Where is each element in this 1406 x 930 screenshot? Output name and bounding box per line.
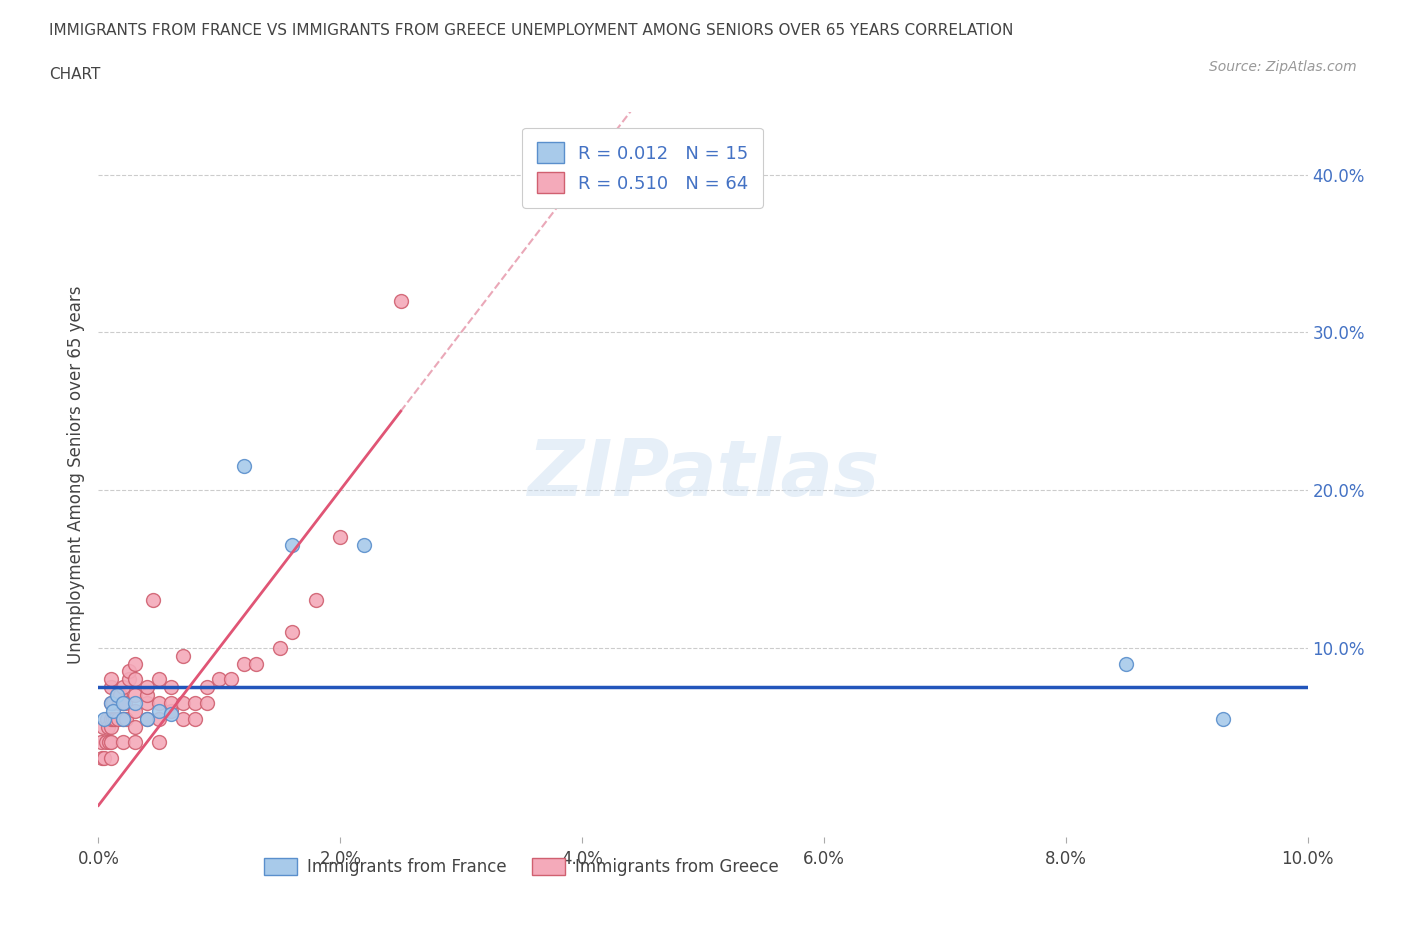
Point bbox=[195, 696, 218, 711]
Text: IMMIGRANTS FROM FRANCE VS IMMIGRANTS FROM GREECE UNEMPLOYMENT AMONG SENIORS OVER: IMMIGRANTS FROM FRANCE VS IMMIGRANTS FRO… bbox=[49, 23, 1014, 38]
Point bbox=[148, 703, 170, 718]
Point bbox=[100, 751, 122, 765]
Point bbox=[100, 696, 122, 711]
Point bbox=[118, 664, 141, 679]
Point bbox=[124, 671, 146, 686]
Text: ZIPatlas: ZIPatlas bbox=[527, 436, 879, 512]
Point bbox=[269, 641, 291, 656]
Point bbox=[135, 680, 157, 695]
Point bbox=[91, 719, 114, 734]
Text: CHART: CHART bbox=[49, 67, 101, 82]
Point bbox=[208, 671, 231, 686]
Text: Source: ZipAtlas.com: Source: ZipAtlas.com bbox=[1209, 60, 1357, 74]
Point bbox=[148, 735, 170, 750]
Point bbox=[124, 703, 146, 718]
Point bbox=[160, 680, 183, 695]
Point bbox=[96, 711, 118, 726]
Point bbox=[100, 671, 122, 686]
Point bbox=[91, 751, 114, 765]
Point bbox=[1115, 656, 1137, 671]
Point bbox=[135, 711, 157, 726]
Point bbox=[111, 696, 134, 711]
Point bbox=[148, 671, 170, 686]
Point bbox=[305, 593, 328, 608]
Point bbox=[172, 711, 194, 726]
Point bbox=[100, 711, 122, 726]
Point bbox=[101, 703, 124, 718]
Point bbox=[142, 593, 165, 608]
Point bbox=[118, 671, 141, 686]
Point bbox=[172, 648, 194, 663]
Point bbox=[111, 735, 134, 750]
Point bbox=[281, 538, 304, 552]
Point bbox=[135, 687, 157, 702]
Point bbox=[100, 680, 122, 695]
Y-axis label: Unemployment Among Seniors over 65 years: Unemployment Among Seniors over 65 years bbox=[66, 286, 84, 663]
Point bbox=[232, 656, 254, 671]
Point bbox=[353, 538, 375, 552]
Point bbox=[94, 735, 117, 750]
Point bbox=[1212, 711, 1234, 726]
Point bbox=[97, 719, 120, 734]
Point bbox=[160, 707, 183, 722]
Point bbox=[108, 696, 131, 711]
Point bbox=[135, 711, 157, 726]
Point bbox=[160, 696, 183, 711]
Point bbox=[101, 696, 124, 711]
Point bbox=[245, 656, 267, 671]
Point bbox=[124, 656, 146, 671]
Point bbox=[111, 680, 134, 695]
Point bbox=[90, 735, 112, 750]
Point bbox=[184, 711, 207, 726]
Point bbox=[98, 735, 121, 750]
Point bbox=[107, 711, 129, 726]
Point bbox=[108, 687, 131, 702]
Point bbox=[105, 687, 128, 702]
Point bbox=[148, 696, 170, 711]
Point bbox=[172, 696, 194, 711]
Point bbox=[124, 719, 146, 734]
Point bbox=[329, 530, 352, 545]
Point bbox=[148, 711, 170, 726]
Point bbox=[100, 696, 122, 711]
Legend: Immigrants from France, Immigrants from Greece: Immigrants from France, Immigrants from … bbox=[257, 852, 786, 883]
Point bbox=[105, 687, 128, 702]
Point bbox=[232, 459, 254, 474]
Point bbox=[135, 696, 157, 711]
Point bbox=[101, 711, 124, 726]
Point bbox=[111, 711, 134, 726]
Point bbox=[100, 735, 122, 750]
Point bbox=[111, 711, 134, 726]
Point bbox=[124, 687, 146, 702]
Point bbox=[104, 711, 127, 726]
Point bbox=[195, 680, 218, 695]
Point bbox=[160, 703, 183, 718]
Point bbox=[111, 696, 134, 711]
Point bbox=[389, 293, 412, 308]
Point bbox=[114, 696, 136, 711]
Point bbox=[100, 719, 122, 734]
Point bbox=[115, 711, 138, 726]
Point bbox=[93, 711, 115, 726]
Point bbox=[184, 696, 207, 711]
Point bbox=[124, 696, 146, 711]
Point bbox=[124, 735, 146, 750]
Point bbox=[93, 751, 115, 765]
Point bbox=[281, 625, 304, 640]
Point bbox=[221, 671, 243, 686]
